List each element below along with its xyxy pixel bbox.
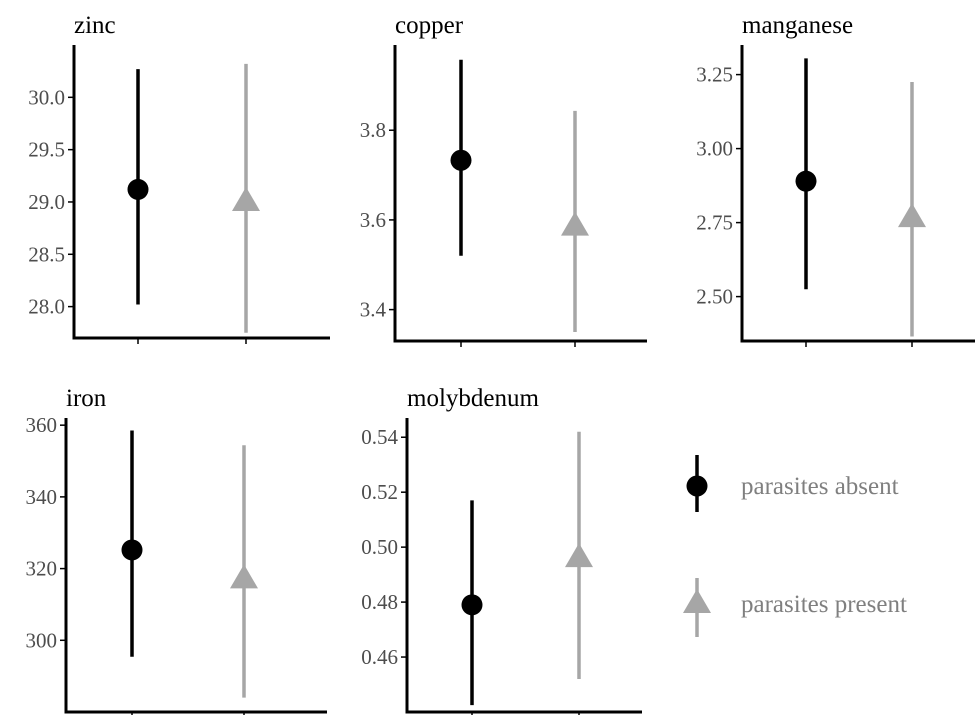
y-tick-label: 29.5 — [28, 138, 65, 162]
point-present — [898, 203, 926, 228]
y-tick-label: 0.52 — [361, 480, 398, 504]
y-tick-label: 3.25 — [696, 63, 733, 87]
y-tick-label: 29.0 — [28, 190, 65, 214]
panel-title: copper — [395, 12, 464, 39]
y-tick-label: 28.5 — [28, 242, 65, 266]
panel-title: manganese — [742, 12, 853, 39]
panel-title: iron — [66, 385, 107, 412]
panel-manganese: manganese 2.50 2.75 3.00 3.25 — [696, 12, 975, 347]
panel-zinc: zinc 28.0 28.5 29.0 29.5 30.0 — [28, 12, 330, 344]
y-tick-label: 0.46 — [361, 645, 398, 669]
panel-molybdenum: molybdenum 0.46 0.48 0.50 0.52 0.54 — [361, 385, 642, 715]
y-tick-label: 28.0 — [28, 295, 65, 319]
y-tick-label: 3.00 — [696, 137, 733, 161]
legend-key-circle — [686, 475, 708, 497]
y-tick-label: 3.8 — [360, 118, 386, 142]
legend-label: parasites present — [741, 591, 907, 618]
y-tick-label: 300 — [26, 628, 58, 652]
point-absent — [795, 170, 817, 192]
y-tick-label: 3.4 — [360, 298, 387, 322]
point-present — [561, 211, 589, 236]
legend-item-absent: parasites absent — [686, 455, 899, 512]
panel-copper: copper 3.4 3.6 3.8 — [360, 12, 647, 347]
panel-title: zinc — [74, 12, 116, 39]
point-absent — [127, 178, 149, 200]
y-tick-label: 0.50 — [361, 535, 398, 559]
point-present — [232, 186, 260, 211]
y-tick-label: 0.54 — [361, 425, 398, 449]
legend-item-present: parasites present — [683, 578, 907, 637]
y-tick-label: 360 — [26, 413, 58, 437]
panels: zinc 28.0 28.5 29.0 29.5 30.0 copper 3.4 3.6 3.8 m… — [26, 12, 975, 715]
y-tick-label: 320 — [26, 557, 58, 581]
y-tick-label: 340 — [26, 485, 58, 509]
panel-title: molybdenum — [407, 385, 539, 412]
y-tick-label: 0.48 — [361, 590, 398, 614]
y-tick-label: 3.6 — [360, 208, 386, 232]
y-tick-label: 30.0 — [28, 85, 65, 109]
panel-iron: iron 300 320 340 360 — [26, 385, 327, 715]
legend: parasites absent parasites present — [683, 455, 907, 637]
point-present — [230, 564, 258, 589]
y-tick-label: 2.50 — [696, 285, 733, 309]
y-tick-label: 2.75 — [696, 211, 733, 235]
point-absent — [121, 539, 143, 561]
legend-label: parasites absent — [741, 473, 899, 500]
legend-key-triangle — [683, 589, 711, 613]
point-absent — [461, 594, 483, 616]
point-absent — [450, 149, 472, 171]
point-present — [565, 543, 593, 568]
